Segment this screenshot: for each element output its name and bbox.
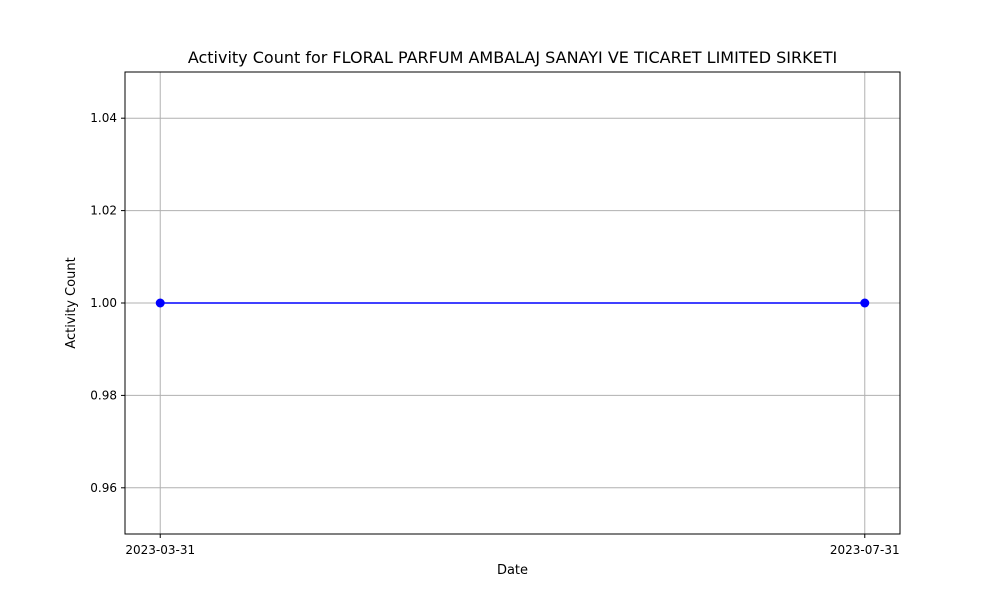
y-tick-label: 1.00 [90,296,117,310]
y-tick-label: 0.96 [90,481,117,495]
chart-title: Activity Count for FLORAL PARFUM AMBALAJ… [188,48,837,67]
data-point-marker [860,298,870,308]
y-tick-label: 1.04 [90,111,117,125]
series-layer [155,298,870,308]
y-tick-label: 0.98 [90,388,117,402]
data-point-marker [155,298,165,308]
y-tick-label: 1.02 [90,204,117,218]
y-axis-label: Activity Count [64,257,79,348]
x-tick-label: 2023-03-31 [125,543,195,557]
x-axis-label: Date [497,563,528,578]
tick-layer: 0.96 0.98 1.00 1.02 1.04 2023-03-31 2023-07-31 [90,111,899,557]
x-tick-label: 2023-07-31 [830,543,900,557]
